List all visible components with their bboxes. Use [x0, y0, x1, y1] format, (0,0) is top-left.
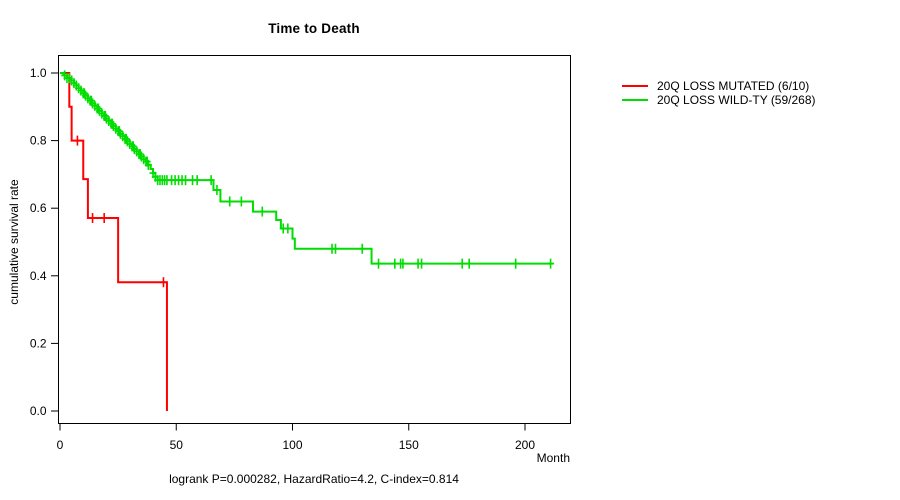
legend-item-mutated: 20Q LOSS MUTATED (6/10)	[622, 79, 816, 93]
x-tick-label: 100	[282, 438, 302, 452]
y-tick-label: 0.0	[30, 404, 47, 418]
wildtype-curve	[60, 72, 553, 265]
stats-annotation: logrank P=0.000282, HazardRatio=4.2, C-i…	[169, 472, 459, 486]
y-tick-label: 0.2	[30, 336, 47, 350]
mutated-curve	[60, 72, 168, 411]
x-tick-label: 50	[170, 438, 184, 452]
x-tick-label: 200	[515, 438, 535, 452]
y-tick-label: 0.4	[30, 269, 47, 283]
y-tick-label: 0.8	[30, 134, 47, 148]
legend: 20Q LOSS MUTATED (6/10) 20Q LOSS WILD-TY…	[622, 79, 816, 107]
legend-item-wildtype: 20Q LOSS WILD-TY (59/268)	[622, 93, 816, 107]
plot-frame	[58, 55, 571, 424]
y-tick-label: 0.6	[30, 201, 47, 215]
legend-label-mutated: 20Q LOSS MUTATED (6/10)	[657, 79, 810, 93]
y-tick-label: 1.0	[30, 66, 47, 80]
legend-label-wildtype: 20Q LOSS WILD-TY (59/268)	[657, 93, 816, 107]
x-tick-label: 150	[399, 438, 419, 452]
x-tick-label: 0	[57, 438, 64, 452]
chart-title: Time to Death	[268, 21, 360, 36]
mutated-line-swatch	[622, 85, 648, 87]
x-axis-title: Month	[536, 451, 570, 465]
wildtype-line-swatch	[622, 99, 648, 101]
